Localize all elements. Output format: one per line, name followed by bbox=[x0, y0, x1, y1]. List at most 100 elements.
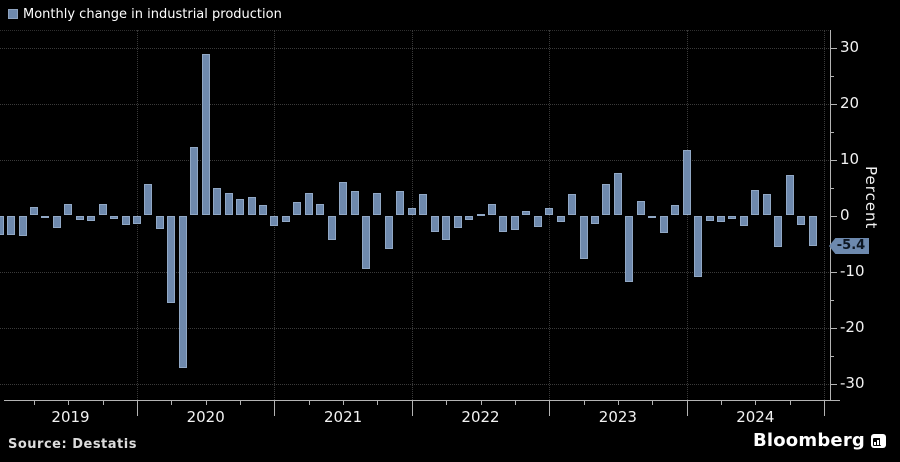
bar-month bbox=[304, 192, 313, 216]
bar-month bbox=[419, 194, 428, 216]
x-axis-quarter-tick bbox=[308, 401, 310, 405]
y-axis-minor-tick bbox=[830, 187, 834, 189]
x-axis-quarter-tick bbox=[789, 401, 791, 405]
bar-month bbox=[144, 183, 153, 216]
bar-month bbox=[64, 204, 73, 216]
y-axis-minor-tick bbox=[830, 355, 834, 357]
x-axis-quarter-tick bbox=[583, 401, 585, 405]
x-axis-quarter-tick bbox=[68, 401, 70, 405]
bar-month bbox=[442, 215, 451, 241]
x-axis-quarter-tick bbox=[171, 401, 173, 405]
bar-month bbox=[579, 215, 588, 260]
bar-month bbox=[316, 203, 325, 216]
bar-month bbox=[407, 207, 416, 216]
bar-month bbox=[110, 215, 119, 219]
bar-month bbox=[430, 215, 439, 232]
gridline-year-divider bbox=[274, 30, 276, 400]
gridline-horizontal bbox=[0, 271, 831, 273]
x-axis-quarter-tick bbox=[446, 401, 448, 405]
legend-label: Monthly change in industrial production bbox=[23, 6, 282, 22]
y-axis-minor-tick bbox=[830, 299, 834, 301]
x-axis-year-tick bbox=[411, 401, 413, 416]
y-axis-tick-label: 10 bbox=[840, 149, 860, 168]
x-axis-quarter-tick bbox=[205, 401, 207, 405]
x-axis-line bbox=[4, 400, 840, 401]
y-axis-major-tick bbox=[830, 159, 837, 161]
x-axis-year-label: 2019 bbox=[51, 408, 90, 426]
bar-month bbox=[87, 215, 96, 222]
bar-month bbox=[396, 191, 405, 216]
y-axis-minor-tick bbox=[830, 131, 834, 133]
source-label: Source: Destatis bbox=[8, 437, 137, 452]
bar-month bbox=[155, 215, 164, 229]
bar-month bbox=[659, 215, 668, 234]
bar-month bbox=[281, 215, 290, 222]
y-axis-minor-tick bbox=[830, 75, 834, 77]
bar-month bbox=[18, 215, 27, 237]
gridline-horizontal bbox=[0, 383, 831, 385]
bar-month bbox=[247, 197, 256, 216]
x-axis-year-label: 2023 bbox=[598, 408, 637, 426]
x-axis-quarter-tick bbox=[480, 401, 482, 405]
x-axis-year-tick bbox=[686, 401, 688, 416]
bar-month bbox=[178, 215, 187, 369]
x-axis-year-label: 2022 bbox=[461, 408, 500, 426]
bar-month bbox=[785, 175, 794, 216]
bar-month bbox=[52, 215, 61, 229]
bar-month bbox=[190, 146, 199, 216]
gridline-horizontal bbox=[0, 327, 831, 329]
gridline-horizontal bbox=[0, 103, 831, 105]
bar-month bbox=[602, 183, 611, 216]
x-axis-year-tick bbox=[274, 401, 276, 416]
bar-month bbox=[373, 193, 382, 216]
x-axis-year-tick bbox=[137, 401, 138, 416]
x-axis-quarter-tick bbox=[240, 401, 242, 405]
bar-month bbox=[751, 189, 760, 216]
x-axis-year-label: 2020 bbox=[186, 408, 225, 426]
bar-month bbox=[762, 194, 771, 216]
bar-month bbox=[362, 215, 370, 270]
bar-month bbox=[774, 215, 783, 247]
bar-month bbox=[476, 214, 485, 217]
bar-month bbox=[7, 215, 16, 236]
x-axis-year-label: 2024 bbox=[736, 408, 775, 426]
bar-month bbox=[499, 215, 508, 233]
gridline-horizontal bbox=[0, 159, 831, 161]
x-axis-quarter-tick bbox=[102, 401, 104, 405]
x-axis-quarter-tick bbox=[514, 401, 516, 405]
plot-area bbox=[0, 30, 831, 400]
y-axis-tick-label: -20 bbox=[840, 317, 865, 336]
bar-month bbox=[41, 215, 50, 218]
bar-month bbox=[201, 54, 210, 216]
legend: Monthly change in industrial production bbox=[8, 4, 282, 24]
bar-month bbox=[167, 215, 176, 304]
y-axis-major-tick bbox=[830, 215, 837, 217]
bar-month bbox=[648, 215, 657, 219]
bar-month bbox=[339, 181, 348, 216]
bar-month bbox=[350, 191, 359, 216]
x-axis-quarter-tick bbox=[343, 401, 345, 405]
x-axis-quarter-tick bbox=[720, 401, 722, 405]
bar-month bbox=[808, 215, 817, 246]
bar-month bbox=[258, 204, 267, 216]
bar-month bbox=[510, 215, 519, 230]
x-axis-year-tick bbox=[824, 401, 825, 416]
y-axis-major-tick bbox=[830, 103, 837, 105]
gridline-year-divider bbox=[137, 30, 138, 400]
y-axis-tick-label: 30 bbox=[840, 37, 860, 56]
gridline-year-divider bbox=[824, 30, 825, 400]
bar-month bbox=[213, 188, 222, 216]
x-axis-quarter-tick bbox=[755, 401, 757, 405]
bar-month bbox=[29, 207, 38, 216]
gridline-horizontal bbox=[0, 47, 831, 49]
bar-month bbox=[236, 198, 245, 216]
bar-month bbox=[293, 202, 302, 216]
last-value-badge: -5.4 bbox=[829, 238, 869, 254]
bar-month bbox=[556, 215, 565, 222]
y-axis-major-tick bbox=[830, 47, 837, 49]
bar-month bbox=[545, 208, 554, 216]
legend-marker-icon bbox=[8, 9, 18, 19]
bar-month bbox=[797, 215, 806, 226]
plot-top-border bbox=[0, 30, 831, 31]
